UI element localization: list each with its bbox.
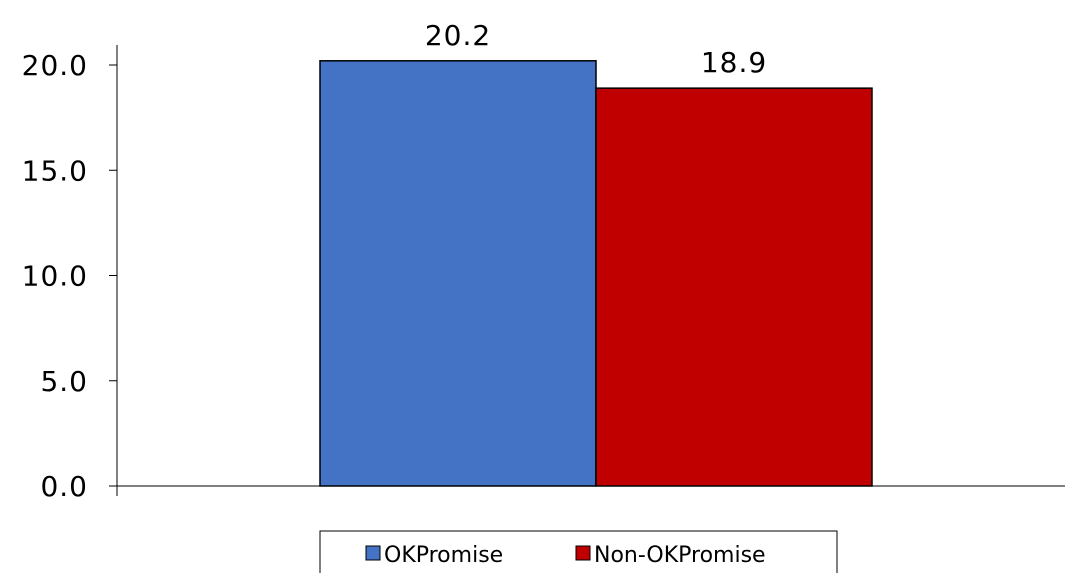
- y-tick-label: 5.0: [40, 365, 88, 398]
- data-label-non-okpromise: 18.9: [701, 46, 767, 79]
- legend-swatch-non-okpromise: [575, 545, 591, 561]
- legend-label-okpromise: OKPromise: [384, 543, 503, 568]
- bar-non-okpromise: [595, 87, 873, 487]
- y-tick-label: 0.0: [40, 470, 88, 503]
- legend: OKPromise Non-OKPromise: [319, 530, 838, 573]
- data-labels: 20.2 18.9: [425, 19, 767, 79]
- bar-okpromise: [319, 60, 597, 487]
- bars: [319, 60, 873, 487]
- legend-label-non-okpromise: Non-OKPromise: [594, 543, 766, 568]
- legend-swatch-okpromise: [365, 545, 381, 561]
- y-tick-label: 20.0: [22, 49, 88, 82]
- y-tick-label: 10.0: [22, 260, 88, 293]
- data-label-okpromise: 20.2: [425, 19, 491, 52]
- y-tick-label: 15.0: [22, 154, 88, 187]
- axes: 0.0 5.0 10.0 15.0 20.0: [22, 45, 1065, 503]
